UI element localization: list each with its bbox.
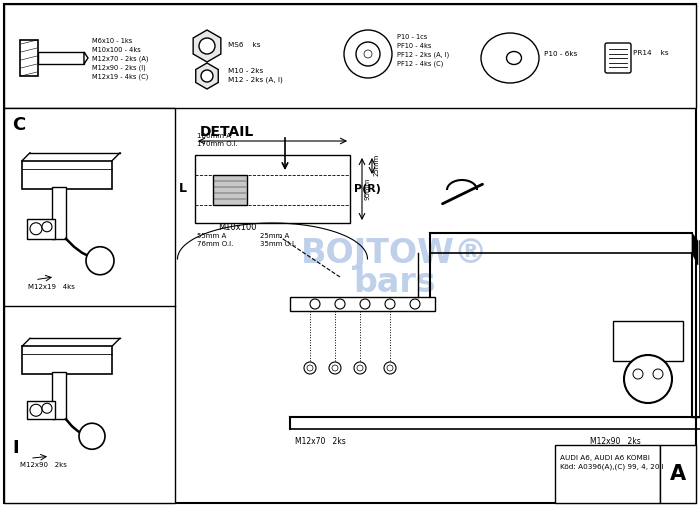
Text: AUDI A6, AUDI A6 KOMBI
Köd: A0396(A),(C) 99, 4, 20ll: AUDI A6, AUDI A6 KOMBI Köd: A0396(A),(C)… xyxy=(560,455,664,470)
Circle shape xyxy=(307,365,313,371)
Text: M12x90   2ks: M12x90 2ks xyxy=(590,437,641,446)
Circle shape xyxy=(633,369,643,379)
Polygon shape xyxy=(196,63,218,89)
Text: M12x70   2ks: M12x70 2ks xyxy=(295,437,346,446)
Text: M10 - 2ks
M12 - 2ks (A, I): M10 - 2ks M12 - 2ks (A, I) xyxy=(228,68,283,83)
Circle shape xyxy=(201,70,213,82)
Circle shape xyxy=(310,299,320,309)
Text: 95mm: 95mm xyxy=(364,178,370,200)
Bar xyxy=(52,372,66,419)
Circle shape xyxy=(624,355,672,403)
Text: M10x100: M10x100 xyxy=(218,223,256,232)
Text: PR14    ks: PR14 ks xyxy=(633,50,668,56)
Circle shape xyxy=(357,365,363,371)
Bar xyxy=(555,445,660,503)
Circle shape xyxy=(385,299,395,309)
Text: 55mm A: 55mm A xyxy=(197,233,226,239)
Text: A: A xyxy=(670,464,686,484)
Ellipse shape xyxy=(507,52,522,64)
Bar xyxy=(613,321,683,361)
Circle shape xyxy=(364,50,372,58)
Bar xyxy=(52,187,66,239)
Text: M12x90   2ks: M12x90 2ks xyxy=(20,462,67,468)
Text: 180mm A: 180mm A xyxy=(197,133,231,139)
Circle shape xyxy=(360,299,370,309)
Text: L: L xyxy=(179,183,187,196)
Bar xyxy=(38,52,84,64)
Circle shape xyxy=(199,38,215,54)
FancyBboxPatch shape xyxy=(605,43,631,73)
Bar xyxy=(22,346,112,374)
Circle shape xyxy=(79,423,105,449)
Text: M12x19   4ks: M12x19 4ks xyxy=(28,284,75,289)
Bar xyxy=(290,297,435,311)
Text: 25mm A: 25mm A xyxy=(260,233,289,239)
Circle shape xyxy=(332,365,338,371)
Circle shape xyxy=(329,362,341,374)
Text: MS6    ks: MS6 ks xyxy=(228,42,260,48)
Text: 76mm O.I.: 76mm O.I. xyxy=(197,241,233,247)
Circle shape xyxy=(304,362,316,374)
Circle shape xyxy=(335,299,345,309)
Circle shape xyxy=(387,365,393,371)
Circle shape xyxy=(410,299,420,309)
Bar xyxy=(213,175,247,205)
Circle shape xyxy=(384,362,396,374)
FancyBboxPatch shape xyxy=(20,40,38,76)
Text: C: C xyxy=(12,116,25,134)
Text: DETAIL: DETAIL xyxy=(200,125,254,139)
Text: BOJTOW®
bars: BOJTOW® bars xyxy=(301,237,489,299)
Text: M6x10 - 1ks
M10x100 - 4ks
M12x70 - 2ks (A)
M12x90 - 2ks (I)
M12x19 - 4ks (C): M6x10 - 1ks M10x100 - 4ks M12x70 - 2ks (… xyxy=(92,38,148,81)
Circle shape xyxy=(42,403,52,413)
Ellipse shape xyxy=(481,33,539,83)
Text: 25mm: 25mm xyxy=(374,154,380,176)
Circle shape xyxy=(356,42,380,66)
Circle shape xyxy=(42,222,52,232)
Text: 170mm O.I.: 170mm O.I. xyxy=(197,141,238,147)
Bar xyxy=(27,219,55,239)
Circle shape xyxy=(653,369,663,379)
Circle shape xyxy=(354,362,366,374)
Text: 35mm O.I.: 35mm O.I. xyxy=(260,241,296,247)
Bar xyxy=(4,108,175,503)
Text: P10 - 1cs
PF10 - 4ks
PF12 - 2ks (A, I)
PF12 - 4ks (C): P10 - 1cs PF10 - 4ks PF12 - 2ks (A, I) P… xyxy=(397,34,449,67)
FancyArrowPatch shape xyxy=(442,184,482,204)
Bar xyxy=(660,445,696,503)
Bar xyxy=(195,155,350,223)
Bar xyxy=(4,4,696,108)
Circle shape xyxy=(86,247,114,275)
Text: P10 - 6ks: P10 - 6ks xyxy=(544,51,577,57)
Bar xyxy=(22,161,112,189)
Circle shape xyxy=(344,30,392,78)
Polygon shape xyxy=(84,52,88,64)
Polygon shape xyxy=(692,233,698,265)
Bar xyxy=(27,401,55,419)
Text: P(R): P(R) xyxy=(354,184,381,194)
Text: I: I xyxy=(12,439,19,457)
Circle shape xyxy=(30,223,42,235)
Polygon shape xyxy=(193,30,221,62)
Circle shape xyxy=(30,404,42,416)
